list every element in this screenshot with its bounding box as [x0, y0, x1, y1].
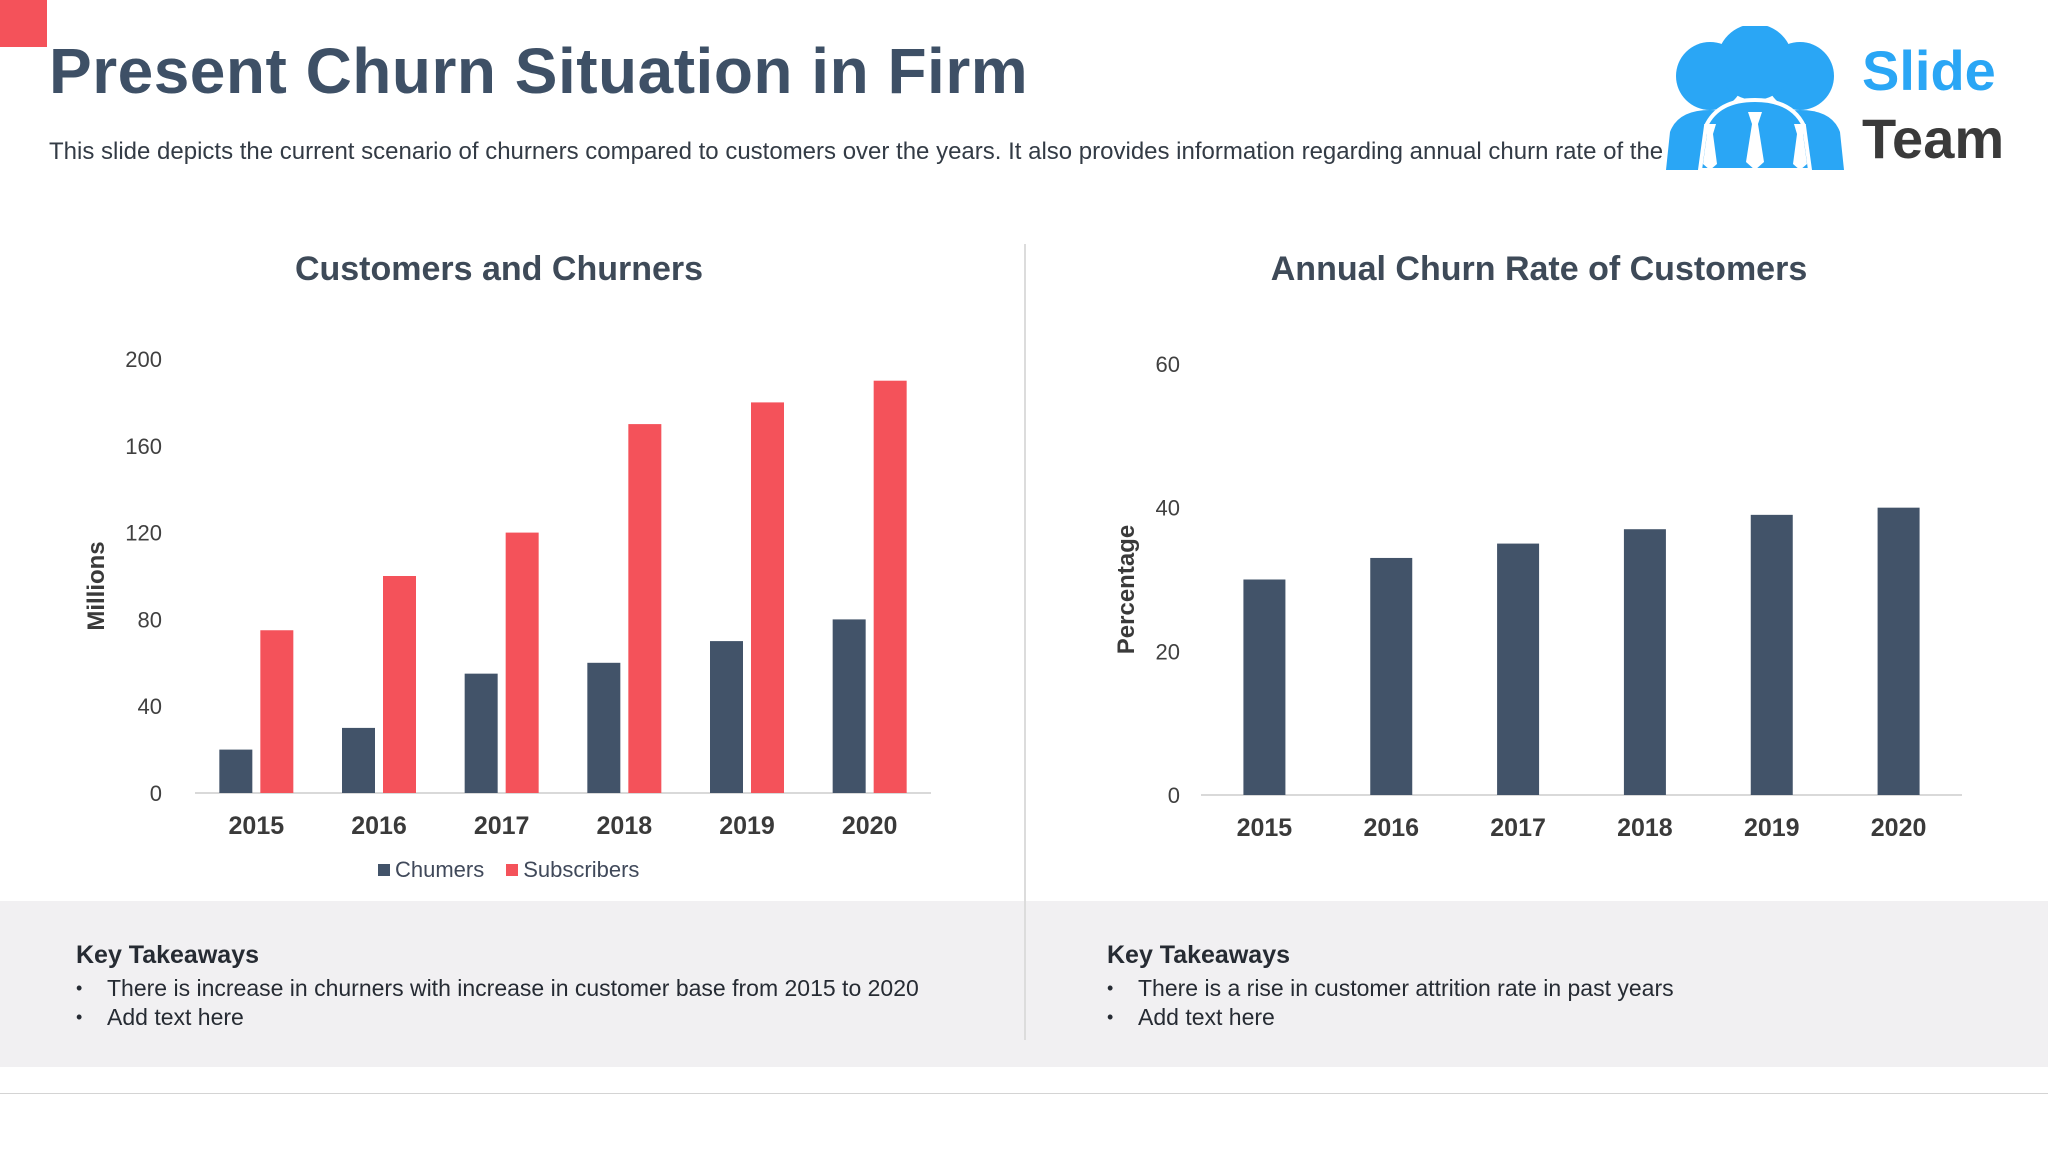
x-tick-label: 2018: [597, 812, 653, 840]
takeaways-list: There is a rise in customer attrition ra…: [1107, 974, 1674, 1032]
y-tick-label: 20: [1156, 639, 1180, 664]
x-tick-label: 2019: [1744, 814, 1800, 842]
x-tick-label: 2015: [229, 812, 285, 840]
legend-label-subscribers: Subscribers: [523, 857, 640, 882]
bottom-rule: [0, 1093, 2048, 1094]
legend-label-churners: Chumers: [395, 857, 485, 882]
chart-legend: Chumers Subscribers: [378, 857, 639, 883]
bar-customers-chumers-2019: [710, 641, 743, 793]
takeaways-right: Key Takeaways There is a rise in custome…: [1107, 941, 1674, 1032]
x-tick-label: 2020: [1871, 814, 1927, 842]
takeaway-item: There is a rise in customer attrition ra…: [1107, 974, 1674, 1003]
x-tick-label: 2020: [842, 812, 898, 840]
x-tick-label: 2016: [351, 812, 407, 840]
y-tick-label: 40: [1156, 496, 1180, 521]
page-title: Present Churn Situation in Firm: [49, 35, 1029, 107]
x-tick-label: 2017: [1490, 814, 1546, 842]
legend-swatch-churners: [378, 864, 390, 876]
takeaway-item: Add text here: [76, 1003, 919, 1032]
chart-title-customers: Customers and Churners: [294, 250, 704, 288]
bar-customers-chumers-2017: [464, 673, 498, 793]
x-tick-label: 2015: [1237, 814, 1293, 842]
y-axis-label: Percentage: [1113, 525, 1140, 654]
bar-churn-rate-series-2020: [1877, 507, 1920, 795]
bar-churn-rate-series-2015: [1243, 579, 1286, 795]
bar-customers-subscribers-2019: [751, 402, 784, 793]
y-tick-label: 40: [138, 694, 162, 719]
column-divider: [1024, 244, 1026, 1040]
y-tick-label: 200: [125, 347, 162, 372]
takeaways-heading: Key Takeaways: [1107, 941, 1290, 969]
bar-customers-subscribers-2016: [383, 576, 416, 793]
logo-word-slide: Slide: [1862, 39, 1996, 102]
y-tick-label: 0: [150, 781, 162, 806]
page-subtitle: This slide depicts the current scenario …: [49, 138, 1788, 165]
legend-item-churners: Chumers: [378, 857, 484, 883]
people-group-icon: [1666, 26, 1844, 170]
bar-customers-chumers-2015: [219, 749, 253, 793]
bar-churn-rate-series-2017: [1497, 543, 1540, 795]
bar-churn-rate-series-2019: [1750, 514, 1793, 795]
x-tick-label: 2019: [719, 812, 775, 840]
bar-churn-rate-series-2018: [1623, 529, 1666, 795]
x-tick-label: 2016: [1363, 814, 1419, 842]
x-tick-label: 2017: [474, 812, 530, 840]
y-tick-label: 80: [138, 607, 162, 632]
y-tick-label: 160: [125, 434, 162, 459]
bar-customers-subscribers-2017: [505, 532, 539, 793]
takeaways-list: There is increase in churners with incre…: [76, 974, 919, 1032]
takeaways-heading: Key Takeaways: [76, 941, 259, 969]
bar-customers-chumers-2020: [832, 619, 866, 793]
bar-customers-subscribers-2015: [260, 630, 294, 793]
takeaway-item: There is increase in churners with incre…: [76, 974, 919, 1003]
chart-title-churn-rate: Annual Churn Rate of Customers: [1270, 250, 1808, 288]
y-tick-label: 0: [1168, 783, 1180, 808]
logo-word-team: Team: [1862, 107, 2004, 170]
bar-customers-chumers-2018: [587, 662, 621, 793]
x-tick-label: 2018: [1617, 814, 1673, 842]
y-axis-label: Millions: [83, 541, 110, 630]
legend-item-subscribers: Subscribers: [506, 857, 639, 883]
legend-swatch-subscribers: [506, 864, 519, 876]
takeaways-left: Key Takeaways There is increase in churn…: [76, 941, 919, 1032]
corner-accent: [0, 0, 47, 47]
takeaway-item: Add text here: [1107, 1003, 1674, 1032]
y-tick-label: 120: [125, 521, 162, 546]
slideteam-logo: Slide Team: [1666, 26, 2004, 170]
bar-customers-subscribers-2020: [873, 380, 907, 793]
y-tick-label: 60: [1156, 352, 1180, 377]
bar-customers-chumers-2016: [342, 727, 375, 793]
bar-customers-subscribers-2018: [628, 424, 662, 793]
bar-churn-rate-series-2016: [1370, 557, 1413, 795]
